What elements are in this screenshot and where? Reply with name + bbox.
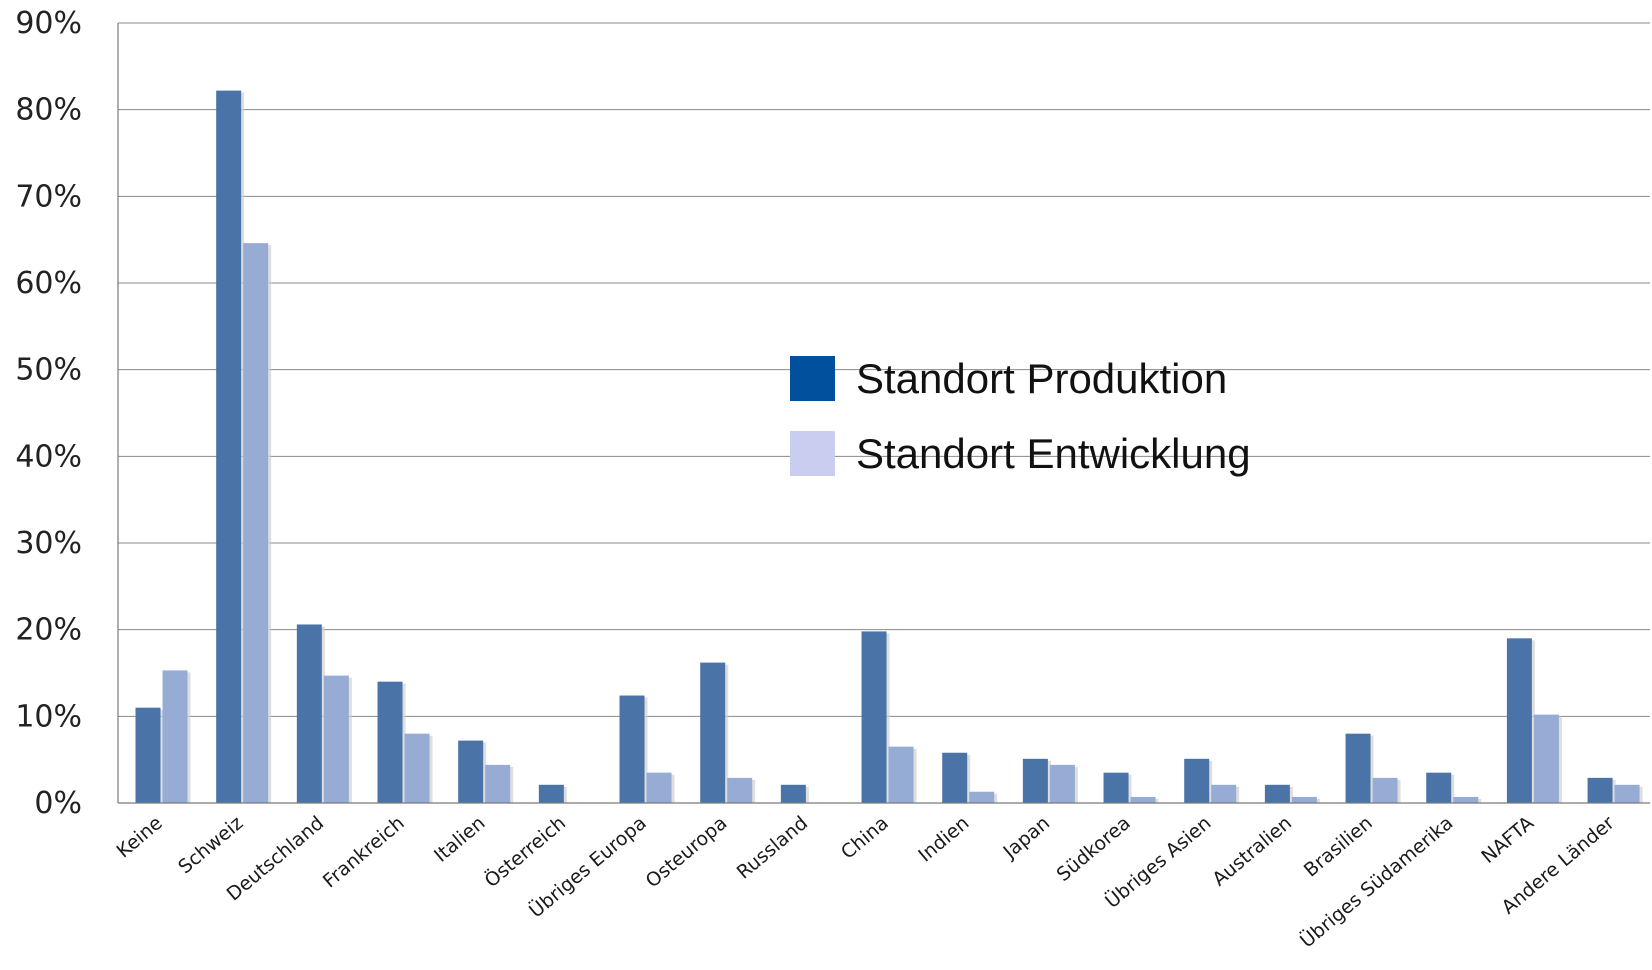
bar-produktion — [296, 624, 322, 803]
x-category-label: Indien — [914, 812, 973, 867]
y-tick-label: 0% — [34, 786, 82, 821]
bar-produktion — [1587, 777, 1613, 803]
y-tick-label: 30% — [15, 526, 82, 561]
bar-produktion — [1184, 758, 1210, 803]
bar-produktion — [942, 752, 968, 803]
bar-entwicklung — [243, 243, 269, 804]
bar-produktion — [1264, 784, 1290, 803]
bar-produktion — [1103, 772, 1129, 803]
legend-swatch-entwicklung — [790, 431, 835, 476]
bar-entwicklung — [1533, 714, 1559, 803]
bar-entwicklung — [1372, 777, 1398, 803]
x-category-label: Keine — [113, 812, 167, 862]
bar-produktion — [861, 631, 887, 803]
y-tick-label: 50% — [15, 353, 82, 388]
x-category-label: Schweiz — [174, 812, 247, 878]
bar-entwicklung — [485, 764, 511, 803]
bar-produktion — [458, 740, 484, 803]
y-tick-label: 70% — [15, 179, 82, 214]
legend-label-entwicklung: Standort Entwicklung — [856, 430, 1251, 477]
bar-entwicklung — [969, 791, 995, 803]
bar-entwicklung — [1049, 764, 1075, 803]
x-category-label: China — [837, 812, 893, 864]
bar-produktion — [216, 90, 242, 804]
gridlines — [118, 22, 1650, 717]
bar-entwicklung — [1291, 796, 1317, 803]
bar-entwicklung — [1211, 784, 1237, 803]
bar-entwicklung — [888, 746, 914, 803]
x-category-label: Russland — [733, 812, 812, 884]
bar-entwicklung — [404, 733, 430, 803]
legend-label-produktion: Standort Produktion — [856, 355, 1227, 402]
y-tick-label: 10% — [15, 699, 82, 734]
x-category-label: Japan — [999, 812, 1055, 864]
bar-entwicklung — [646, 772, 672, 803]
bar-produktion — [1022, 758, 1048, 803]
y-tick-label: 20% — [15, 613, 82, 648]
y-tick-label: 60% — [15, 266, 82, 301]
x-category-label: Frankreich — [319, 812, 409, 892]
bar-entwicklung — [1130, 796, 1156, 803]
bars — [135, 90, 1643, 804]
x-category-label: NAFTA — [1477, 812, 1538, 868]
x-category-label: Italien — [430, 812, 489, 867]
bar-entwicklung — [1453, 796, 1479, 803]
bar-entwicklung — [323, 675, 349, 803]
bar-produktion — [538, 784, 564, 803]
bar-produktion — [619, 695, 645, 803]
bar-produktion — [700, 662, 726, 803]
x-category-label: Brasilien — [1300, 812, 1377, 882]
bar-produktion — [1506, 638, 1532, 803]
y-axis-ticks: 0% 10% 20% 30% 40% 50% 60% 70% 80% 90% — [15, 6, 82, 821]
y-tick-label: 40% — [15, 439, 82, 474]
bar-produktion — [377, 681, 403, 803]
bar-entwicklung — [727, 777, 753, 803]
x-axis — [117, 23, 1650, 804]
x-category-label: Australien — [1208, 812, 1296, 891]
y-tick-label: 90% — [15, 6, 82, 41]
bar-entwicklung — [162, 670, 188, 803]
legend: Standort Produktion Standort Entwicklung — [790, 355, 1251, 477]
bar-produktion — [1345, 733, 1371, 803]
y-tick-label: 80% — [15, 93, 82, 128]
x-category-label: Südkorea — [1053, 812, 1135, 886]
x-category-label: Übriges Südamerika — [1295, 811, 1457, 952]
x-category-label: Osteuropa — [642, 812, 732, 892]
bar-produktion — [1426, 772, 1452, 803]
bar-entwicklung — [1614, 784, 1640, 803]
bar-produktion — [780, 784, 806, 803]
bar-produktion — [135, 707, 161, 803]
legend-swatch-produktion — [790, 356, 835, 401]
